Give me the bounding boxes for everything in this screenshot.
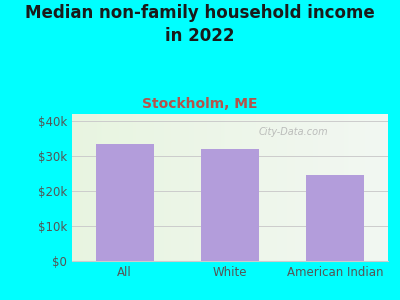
Text: City-Data.com: City-Data.com: [258, 127, 328, 136]
Bar: [306, 175, 364, 261]
Bar: [96, 144, 154, 261]
Text: Stockholm, ME: Stockholm, ME: [142, 98, 258, 112]
Bar: [201, 149, 259, 261]
Text: Median non-family household income
in 2022: Median non-family household income in 20…: [25, 4, 375, 45]
